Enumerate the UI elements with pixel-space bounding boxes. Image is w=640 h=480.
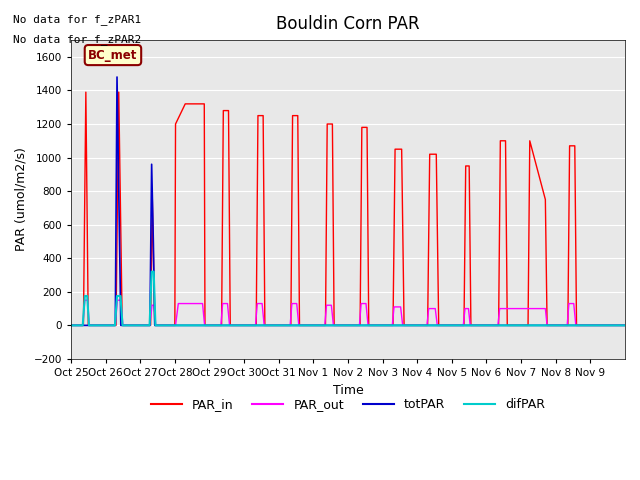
totPAR	[151, 323, 159, 328]
PAR_out	[172, 323, 179, 328]
PAR_in	[67, 323, 75, 328]
PAR_in	[227, 323, 234, 328]
difPAR	[146, 323, 154, 328]
Line: PAR_out: PAR_out	[71, 300, 625, 325]
difPAR	[79, 323, 86, 328]
difPAR	[67, 323, 75, 328]
PAR_out	[362, 300, 370, 306]
difPAR	[150, 269, 157, 275]
PAR_in	[586, 323, 594, 328]
Text: No data for f_zPAR2: No data for f_zPAR2	[13, 34, 141, 45]
PAR_out	[621, 323, 629, 328]
PAR_in	[220, 108, 227, 113]
totPAR	[117, 323, 125, 328]
difPAR	[116, 293, 124, 299]
PAR_out	[328, 302, 335, 308]
difPAR	[148, 269, 156, 275]
difPAR	[118, 323, 126, 328]
Y-axis label: PAR (umol/m2/s): PAR (umol/m2/s)	[15, 147, 28, 252]
totPAR	[151, 323, 159, 328]
Text: BC_met: BC_met	[88, 48, 138, 61]
PAR_in	[82, 89, 90, 95]
totPAR	[111, 323, 119, 328]
PAR_in	[621, 323, 629, 328]
Line: difPAR: difPAR	[71, 272, 625, 325]
totPAR	[67, 323, 75, 328]
Text: No data for f_zPAR1: No data for f_zPAR1	[13, 14, 141, 25]
difPAR	[152, 323, 159, 328]
difPAR	[81, 293, 89, 299]
Line: PAR_in: PAR_in	[71, 92, 625, 325]
difPAR	[152, 323, 159, 328]
difPAR	[85, 323, 93, 328]
difPAR	[83, 293, 91, 299]
Line: totPAR: totPAR	[71, 77, 625, 325]
PAR_out	[152, 323, 159, 328]
totPAR	[113, 74, 121, 80]
X-axis label: Time: Time	[333, 384, 364, 396]
PAR_out	[67, 323, 75, 328]
totPAR	[146, 323, 154, 328]
PAR_out	[226, 323, 234, 328]
PAR_out	[81, 297, 89, 303]
Legend: PAR_in, PAR_out, totPAR, difPAR: PAR_in, PAR_out, totPAR, difPAR	[145, 394, 550, 417]
difPAR	[111, 323, 119, 328]
PAR_in	[330, 323, 338, 328]
PAR_in	[323, 121, 331, 127]
Title: Bouldin Corn PAR: Bouldin Corn PAR	[276, 15, 420, 33]
PAR_in	[435, 323, 442, 328]
totPAR	[148, 161, 156, 167]
difPAR	[621, 323, 629, 328]
totPAR	[621, 323, 629, 328]
PAR_out	[541, 306, 549, 312]
totPAR	[150, 240, 157, 246]
difPAR	[113, 293, 121, 299]
